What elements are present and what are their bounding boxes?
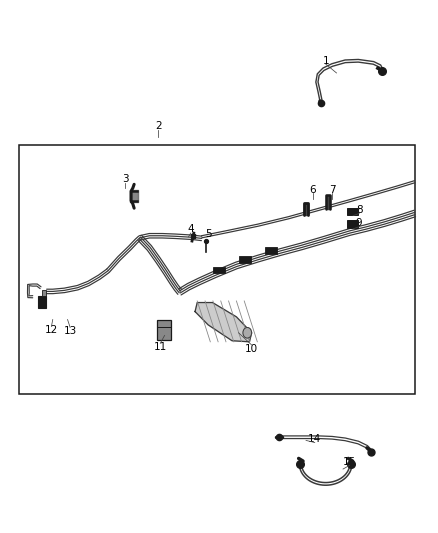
Bar (213, 266, 225, 273)
Text: 5: 5 (205, 229, 212, 239)
Text: 13: 13 (64, 326, 77, 336)
Text: 15: 15 (343, 457, 356, 466)
FancyBboxPatch shape (39, 296, 46, 308)
Bar (265, 247, 277, 254)
Text: 11: 11 (154, 342, 167, 352)
Text: 3: 3 (122, 174, 129, 184)
Text: 6: 6 (309, 184, 316, 195)
FancyBboxPatch shape (42, 290, 46, 296)
Text: 2: 2 (155, 121, 161, 131)
Text: 12: 12 (45, 325, 58, 335)
Text: 1: 1 (322, 56, 329, 66)
Text: 14: 14 (308, 434, 321, 444)
Text: 7: 7 (329, 184, 336, 195)
Polygon shape (195, 303, 252, 342)
Text: 8: 8 (356, 205, 363, 215)
Polygon shape (325, 196, 330, 209)
Text: 10: 10 (245, 344, 258, 354)
Bar (19, 144, 415, 394)
Bar (346, 220, 358, 228)
Text: 4: 4 (187, 224, 194, 235)
Bar (239, 256, 251, 263)
Bar (346, 208, 358, 215)
Polygon shape (304, 203, 308, 215)
Circle shape (243, 327, 252, 338)
Text: 9: 9 (356, 218, 363, 228)
Bar (157, 319, 171, 340)
